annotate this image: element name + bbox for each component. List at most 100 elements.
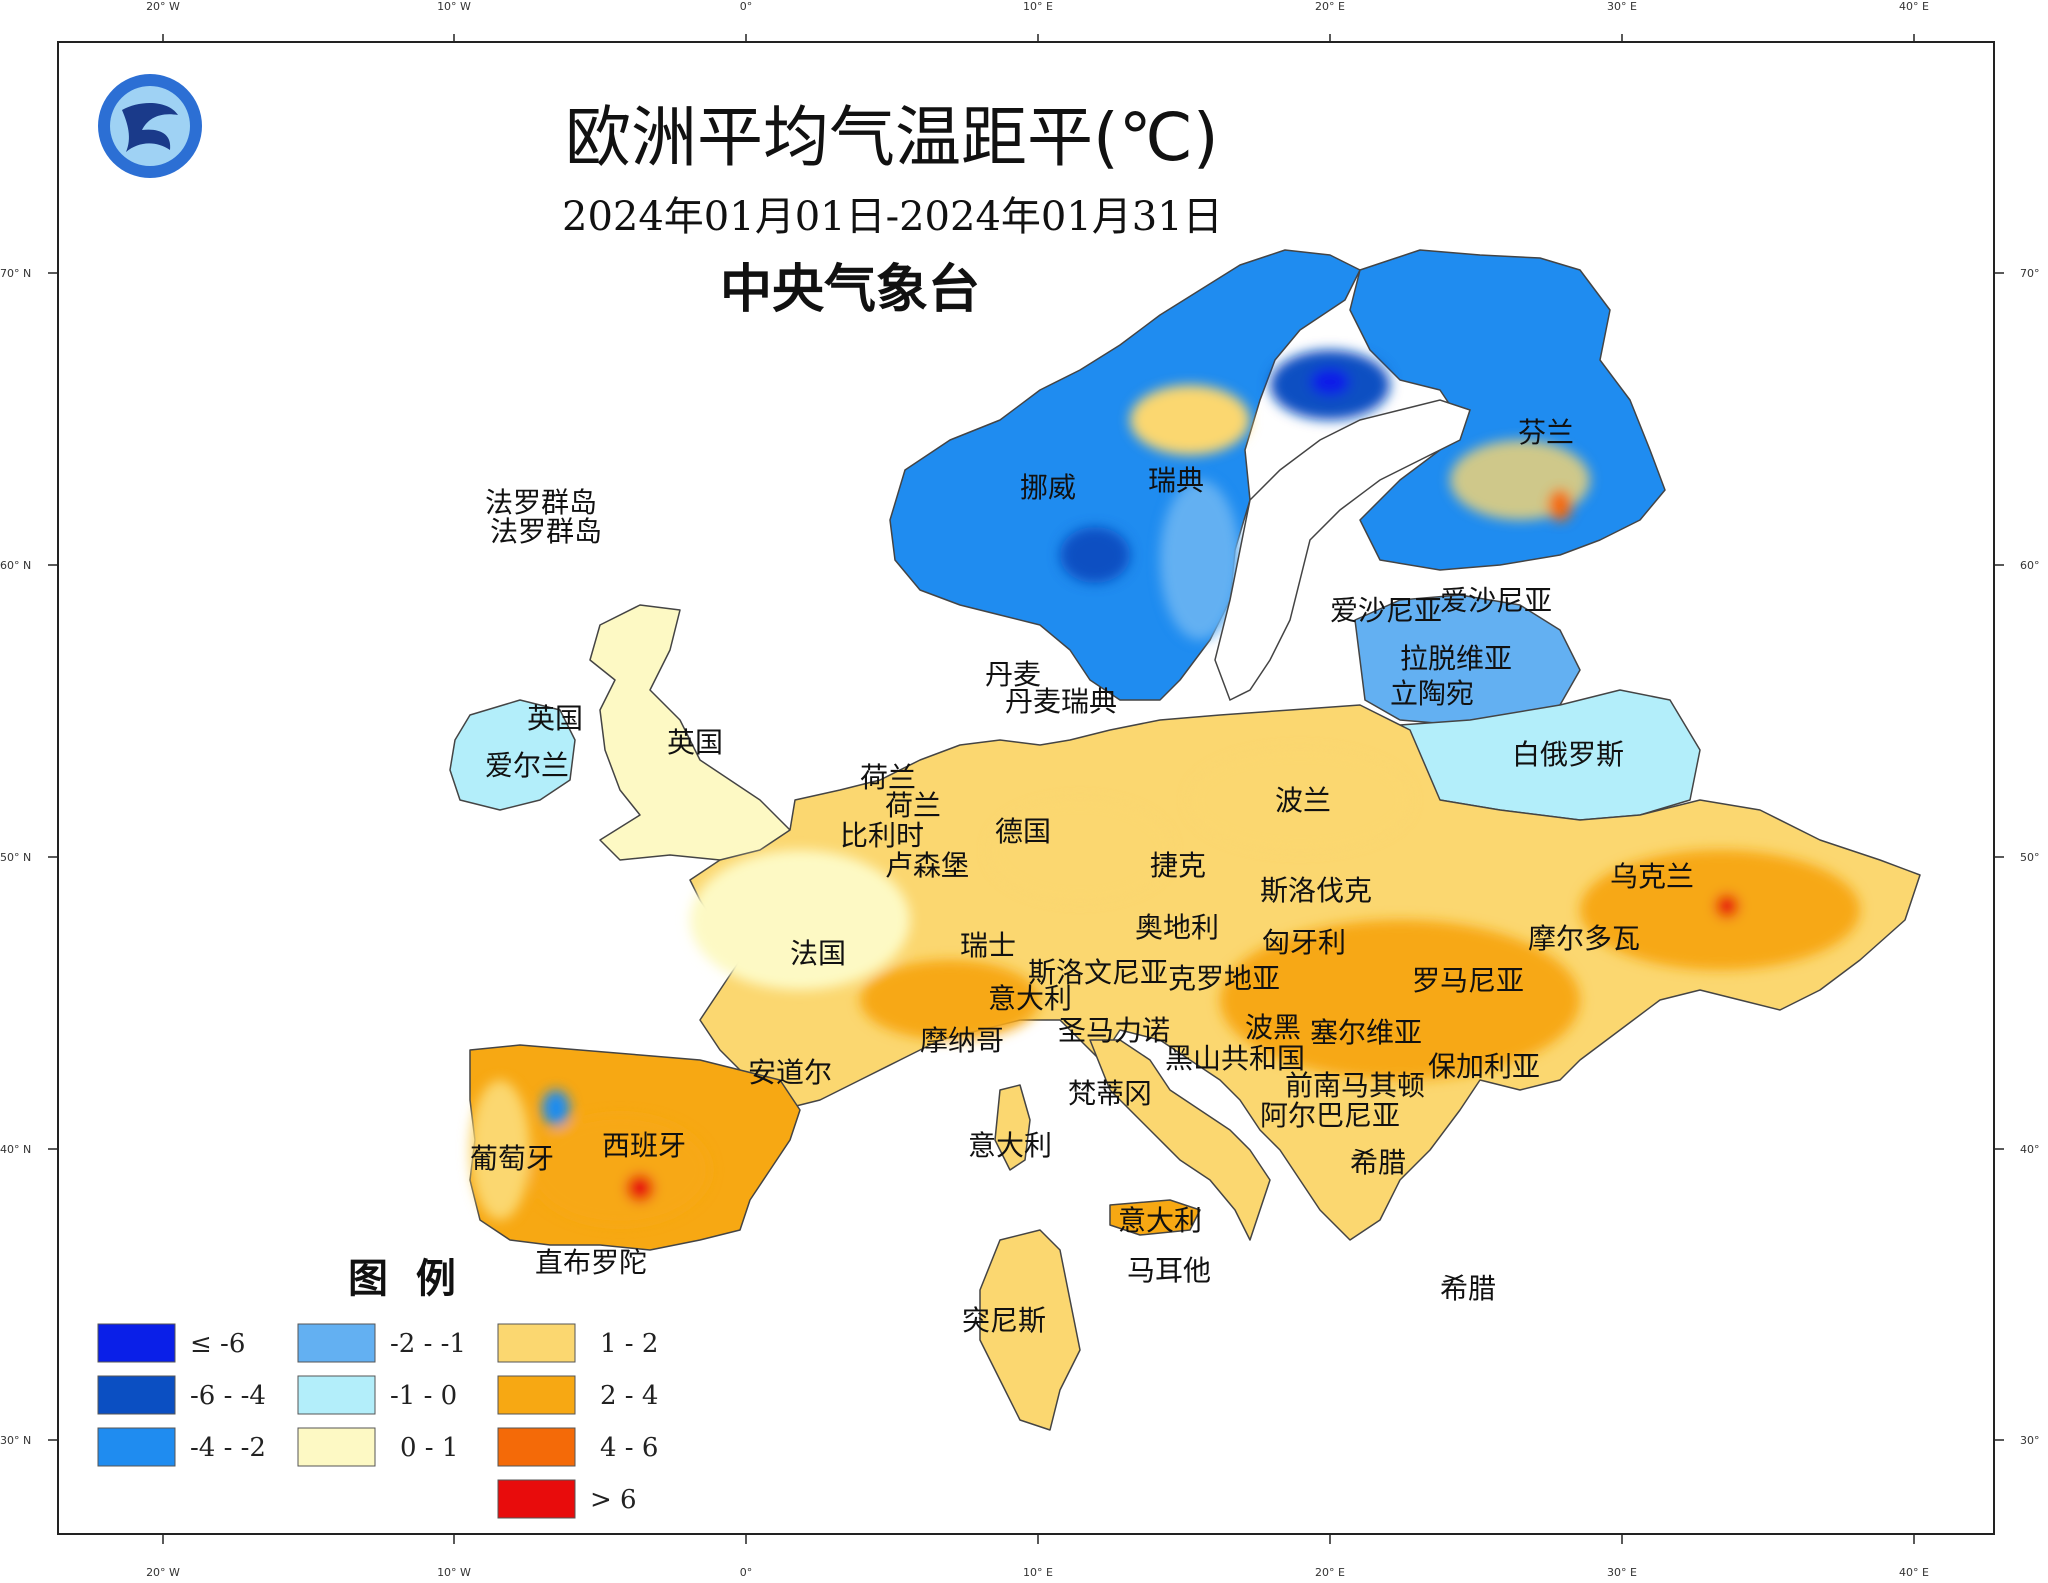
country-label: 希腊 — [1440, 1272, 1496, 1305]
lat-label: 50° N — [0, 851, 31, 864]
country-label: 奥地利 — [1135, 911, 1219, 944]
country-label: 挪威 — [1020, 471, 1076, 504]
country-label: 罗马尼亚 — [1412, 964, 1524, 997]
country-label: 法国 — [790, 937, 846, 970]
cold-band — [1160, 480, 1240, 640]
country-label: 卢森堡 — [885, 849, 969, 882]
legend-label: -6 - -4 — [190, 1381, 266, 1411]
country-label: 圣马力诺 — [1058, 1014, 1170, 1047]
lon-label: 10° W — [437, 1566, 471, 1579]
country-label: 英国 — [667, 726, 723, 759]
graticule-ticks — [48, 34, 2004, 1544]
country-label: 斯洛文尼亚 — [1028, 956, 1168, 989]
country-label: 克罗地亚 — [1168, 962, 1280, 995]
country-label: 瑞典 — [1148, 464, 1204, 497]
agency-label: 中央气象台 — [720, 260, 980, 320]
country-label: 突尼斯 — [962, 1304, 1046, 1337]
country-label: 匈牙利 — [1262, 926, 1346, 959]
country-labels: 法罗群岛 法罗群岛 挪威 瑞典 芬兰 爱沙尼亚 爱沙尼亚 拉脱维亚 立陶宛 白俄… — [470, 416, 1694, 1337]
legend-label: -1 - 0 — [390, 1381, 457, 1411]
date-range: 2024年01月01日-2024年01月31日 — [562, 194, 1223, 240]
country-label: 波兰 — [1275, 784, 1331, 817]
country-label: 直布罗陀 — [535, 1246, 647, 1279]
legend-swatch — [497, 1427, 576, 1467]
cold-core — [1310, 368, 1350, 396]
lon-label: 10° E — [1023, 0, 1053, 13]
portugal-mild — [470, 1080, 530, 1220]
italy-region — [1089, 1039, 1271, 1241]
lat-left-labels: 70° N 60° N 50° N 40° N 30° N — [0, 267, 31, 1447]
country-label: 前南马其顿 — [1285, 1069, 1425, 1102]
legend-swatch — [297, 1427, 376, 1467]
country-label: 丹麦 — [985, 658, 1041, 691]
country-label: 意大利 — [1118, 1204, 1202, 1237]
lat-label: 60° — [2020, 559, 2040, 572]
lon-label: 40° E — [1899, 0, 1929, 13]
country-label: 安道尔 — [748, 1056, 832, 1089]
cma-logo — [98, 74, 202, 178]
country-label: 摩纳哥 — [920, 1024, 1004, 1057]
lon-label: 0° — [740, 1566, 753, 1579]
country-label: 爱尔兰 — [485, 749, 569, 782]
scandinavia-region — [889, 249, 1361, 701]
cold-spot — [542, 1090, 570, 1126]
lon-bottom-labels: 20° W 10° W 0° 10° E 20° E 30° E 40° E — [146, 1566, 1929, 1579]
country-label: 斯洛伐克 — [1260, 874, 1372, 907]
country-label: 立陶宛 — [1390, 677, 1474, 710]
legend-label: > 6 — [590, 1485, 637, 1515]
lat-label: 70° N — [0, 267, 31, 280]
country-label: 西班牙 — [602, 1129, 686, 1162]
country-label: 比利时 — [840, 819, 924, 852]
legend-swatch — [497, 1479, 576, 1519]
lon-label: 10° W — [437, 0, 471, 13]
lon-label: 0° — [740, 0, 753, 13]
country-label: 芬兰 — [1518, 416, 1574, 449]
country-label: 法罗群岛 — [485, 486, 597, 519]
baltic-sea — [1214, 399, 1471, 702]
hot-core — [1548, 489, 1572, 521]
france-mild — [690, 850, 910, 990]
legend-label: -2 - -1 — [390, 1329, 466, 1359]
legend-swatch — [97, 1323, 176, 1363]
page-title: 欧洲平均气温距平(℃) — [565, 99, 1219, 176]
anomaly-patches — [470, 350, 1860, 1225]
country-label: 葡萄牙 — [470, 1142, 554, 1175]
lon-label: 20° W — [146, 1566, 180, 1579]
legend-label: 1 - 2 — [600, 1329, 658, 1359]
legend-label: -4 - -2 — [190, 1433, 266, 1463]
country-label: 意大利 — [988, 982, 1072, 1015]
lon-label: 30° E — [1607, 1566, 1637, 1579]
lat-label: 30° — [2020, 1434, 2040, 1447]
hot-core — [626, 1174, 654, 1202]
lon-label: 30° E — [1607, 0, 1637, 13]
cold-core — [1060, 527, 1130, 583]
sicily-region — [1109, 1199, 1201, 1236]
country-label: 波黑 — [1245, 1011, 1301, 1044]
country-label: 德国 — [995, 815, 1051, 848]
legend-label: 0 - 1 — [400, 1433, 458, 1463]
legend-label: 2 - 4 — [600, 1381, 658, 1411]
country-label: 捷克 — [1150, 849, 1206, 882]
country-label: 丹麦瑞典 — [1005, 685, 1117, 718]
germany-warm — [990, 800, 1170, 900]
country-label: 荷兰 — [860, 761, 916, 794]
country-label: 梵蒂冈 — [1068, 1077, 1152, 1110]
country-label: 英国 — [527, 702, 583, 735]
country-label: 意大利 — [968, 1129, 1052, 1162]
country-label: 法罗群岛 — [490, 515, 602, 548]
lat-label: 40° N — [0, 1143, 31, 1156]
legend-swatch — [97, 1375, 176, 1415]
legend-label: ≤ -6 — [190, 1329, 245, 1359]
lon-top-labels: 20° W 10° W 0° 10° E 20° E 30° E 40° E — [146, 0, 1929, 13]
country-label: 马耳他 — [1127, 1254, 1211, 1287]
legend-swatch — [297, 1323, 376, 1363]
alps-warm — [860, 960, 1040, 1040]
country-label: 爱沙尼亚 — [1330, 594, 1442, 627]
country-label: 塞尔维亚 — [1310, 1016, 1422, 1049]
legend-title: 图 例 — [348, 1256, 456, 1302]
lon-label: 10° E — [1023, 1566, 1053, 1579]
lat-label: 50° — [2020, 851, 2040, 864]
lon-label: 20° E — [1315, 1566, 1345, 1579]
legend-swatch — [497, 1323, 576, 1363]
